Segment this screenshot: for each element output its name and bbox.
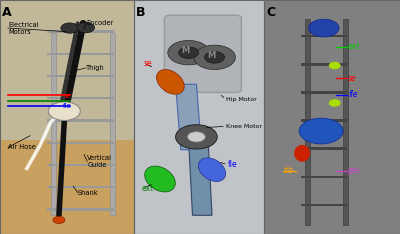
Bar — [134, 0, 264, 234]
Text: A: A — [2, 6, 12, 19]
Text: se: se — [348, 74, 357, 83]
Circle shape — [194, 45, 235, 69]
Text: B: B — [136, 6, 146, 19]
Circle shape — [61, 23, 78, 33]
Text: Thigh: Thigh — [86, 65, 105, 71]
Text: C: C — [266, 6, 275, 19]
Text: Hip Motor: Hip Motor — [226, 97, 257, 102]
Bar — [343, 19, 348, 225]
Text: Air Hose: Air Hose — [8, 144, 36, 150]
Bar — [51, 33, 56, 215]
Circle shape — [330, 100, 340, 106]
Bar — [0, 0, 134, 234]
Bar — [305, 19, 310, 225]
Bar — [47, 164, 114, 166]
Circle shape — [309, 19, 339, 37]
Bar — [301, 147, 347, 150]
Text: Shank: Shank — [78, 190, 99, 196]
Ellipse shape — [145, 166, 175, 192]
Bar — [47, 186, 114, 188]
Circle shape — [188, 132, 205, 142]
Text: fle: fle — [348, 90, 358, 99]
Bar — [0, 0, 134, 140]
FancyBboxPatch shape — [164, 15, 242, 92]
Circle shape — [299, 118, 343, 144]
Text: ext: ext — [142, 184, 154, 193]
Bar — [47, 30, 114, 33]
Bar — [264, 0, 400, 234]
Bar — [47, 142, 114, 144]
Text: fle: fle — [63, 103, 72, 110]
Circle shape — [53, 216, 65, 223]
Bar — [301, 63, 347, 66]
Bar — [110, 33, 115, 215]
Circle shape — [179, 47, 199, 58]
Text: Electrical
Motors: Electrical Motors — [8, 22, 39, 35]
Text: gas: gas — [347, 166, 361, 175]
Circle shape — [176, 125, 217, 149]
Text: se: se — [64, 93, 72, 99]
Bar — [264, 0, 400, 234]
Text: Knee Motor: Knee Motor — [226, 124, 262, 129]
Text: M: M — [181, 46, 190, 55]
Polygon shape — [176, 84, 202, 150]
Text: M: M — [207, 51, 216, 60]
Circle shape — [48, 102, 80, 121]
Bar — [47, 75, 114, 77]
Text: se: se — [144, 59, 153, 68]
Polygon shape — [189, 140, 212, 215]
Bar — [47, 208, 114, 211]
Ellipse shape — [156, 69, 184, 94]
Text: fle: fle — [228, 161, 238, 169]
Bar — [134, 0, 264, 234]
Circle shape — [204, 51, 225, 63]
Bar — [47, 119, 114, 122]
Text: tib: tib — [284, 166, 294, 175]
Text: ext: ext — [348, 42, 360, 51]
Bar — [301, 91, 347, 94]
Circle shape — [168, 40, 210, 65]
Ellipse shape — [294, 145, 310, 162]
Bar — [47, 53, 114, 55]
Ellipse shape — [198, 158, 226, 181]
Bar — [301, 204, 347, 206]
Bar — [47, 97, 114, 99]
Text: Encoder: Encoder — [86, 20, 113, 26]
Bar — [301, 176, 347, 178]
Text: Vertical
Guide: Vertical Guide — [87, 155, 112, 168]
Circle shape — [77, 22, 94, 33]
Bar — [0, 140, 134, 234]
Bar — [301, 35, 347, 37]
Circle shape — [330, 62, 340, 69]
Bar — [301, 119, 347, 122]
